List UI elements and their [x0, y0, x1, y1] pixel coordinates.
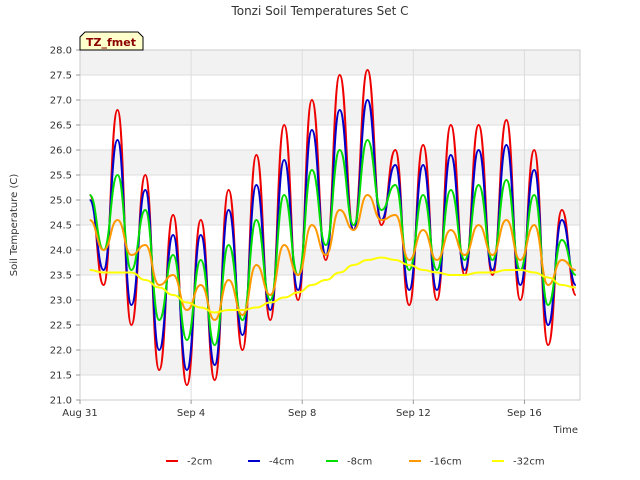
x-axis-title: Time — [553, 425, 578, 436]
badge-shape — [79, 31, 144, 51]
badge-label: TZ_fmet — [86, 36, 136, 49]
legend-label: -4cm — [269, 457, 294, 468]
y-axis-ticks: 21.0 21.5 22.0 22.5 23.0 23.5 24.0 24.5 25.0 25.5… — [50, 46, 80, 407]
legend-label: -32cm — [513, 457, 545, 468]
y-tick-label: 21.5 — [50, 371, 72, 382]
x-tick-label: Aug 31 — [62, 408, 97, 419]
chart-title: Tonzi Soil Temperatures Set C — [230, 4, 408, 18]
background-band — [80, 350, 580, 375]
y-tick-label: 28.0 — [50, 46, 72, 57]
series-line-8cmcm — [88, 139, 577, 346]
y-tick-label: 27.0 — [50, 96, 72, 107]
y-tick-label: 25.0 — [50, 196, 72, 207]
x-axis-ticks: Aug 31 Sep 4 Sep 8 Sep 12 Sep 16 — [62, 400, 542, 419]
background-band — [80, 50, 580, 75]
legend-label: -2cm — [187, 457, 212, 468]
y-tick-label: 23.0 — [50, 296, 72, 307]
y-tick-label: 27.5 — [50, 71, 72, 82]
x-tick-label: Sep 16 — [507, 408, 542, 419]
series-line-16cmcm — [89, 194, 576, 321]
y-tick-label: 25.5 — [50, 171, 72, 182]
x-tick-label: Sep 12 — [396, 408, 431, 419]
y-axis-title: Soil Temperature (C) — [9, 174, 20, 277]
y-tick-label: 22.0 — [50, 346, 72, 357]
background-band — [80, 150, 580, 175]
series-line-32cmcm — [89, 256, 576, 314]
y-tick-label: 24.5 — [50, 221, 72, 232]
x-tick-label: Sep 4 — [177, 408, 205, 419]
data-series — [88, 69, 577, 386]
y-tick-label: 22.5 — [50, 321, 72, 332]
y-tick-label: 23.5 — [50, 271, 72, 282]
y-tick-label: 24.0 — [50, 246, 72, 257]
station-badge: TZ_fmet — [79, 31, 144, 51]
plot-background-bands — [80, 50, 580, 375]
background-band — [80, 100, 580, 125]
x-tick-label: Sep 8 — [288, 408, 316, 419]
y-tick-label: 21.0 — [50, 396, 72, 407]
series-line-2cmcm — [88, 69, 577, 386]
legend-label: -8cm — [347, 457, 372, 468]
legend-label: -16cm — [430, 457, 462, 468]
y-tick-label: 26.5 — [50, 121, 72, 132]
background-band — [80, 250, 580, 275]
y-tick-label: 26.0 — [50, 146, 72, 157]
legend: -2cm -4cm -8cm -16cm -32cm — [166, 457, 545, 468]
